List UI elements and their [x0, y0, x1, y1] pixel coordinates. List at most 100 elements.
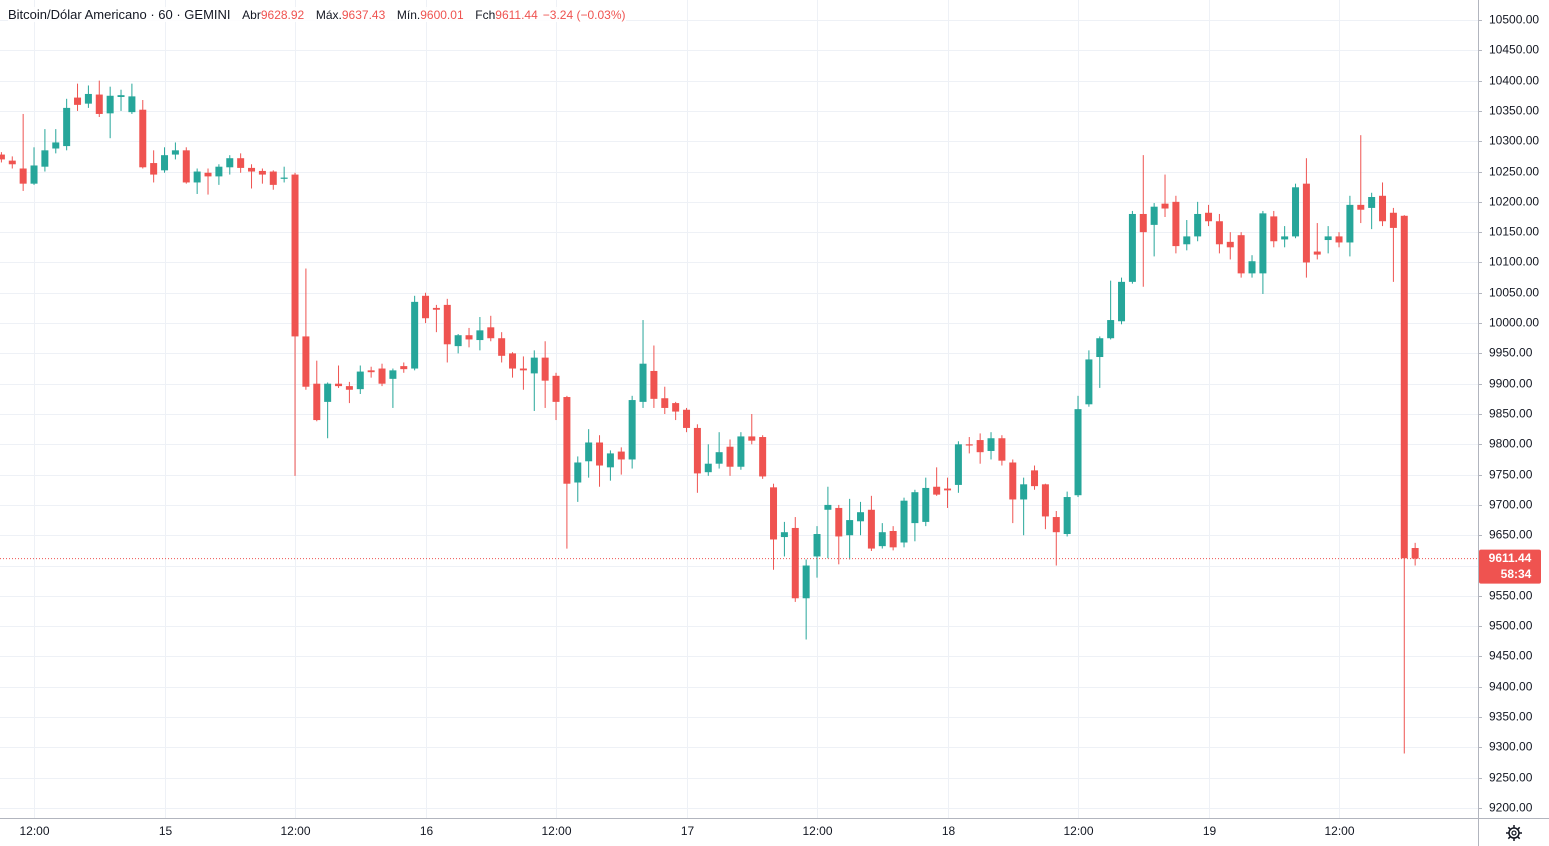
candle-body [824, 504, 832, 510]
candle-body [867, 509, 875, 549]
candle-body [1085, 359, 1093, 405]
candle-body [1313, 251, 1321, 255]
x-tick-label: 19 [1203, 824, 1217, 838]
y-tick-label: 10300.00 [1489, 134, 1539, 148]
candle-body [1107, 320, 1115, 339]
candle-body [1259, 213, 1267, 274]
candle-body [1183, 236, 1191, 245]
candle-body [432, 307, 440, 310]
last-price-label: 9611.44 [1489, 551, 1532, 565]
high-value: 9637.43 [341, 8, 386, 22]
candles [0, 80, 1419, 754]
candle-body [574, 462, 582, 483]
y-tick-label: 9800.00 [1489, 437, 1533, 451]
candle-body [1335, 236, 1343, 243]
candle-body [139, 109, 147, 168]
candle-body [1052, 517, 1060, 533]
candle-body [302, 336, 310, 387]
candle-body [606, 453, 614, 468]
candle-body [367, 370, 375, 373]
candle-body [498, 338, 506, 356]
candle-body [726, 446, 734, 467]
candle-body [1379, 195, 1387, 222]
candle-body [476, 330, 484, 341]
candle-body [1009, 462, 1017, 500]
last-price-box [1479, 549, 1541, 584]
x-tick-label: 12:00 [1324, 824, 1354, 838]
candle-body [378, 368, 386, 384]
y-tick-label: 9850.00 [1489, 407, 1533, 421]
candle-body [976, 440, 984, 453]
candle-body [1215, 221, 1223, 245]
x-tick-label: 12:00 [541, 824, 571, 838]
open-label: Abr [242, 8, 261, 22]
candle-body [748, 436, 756, 441]
candle-body [52, 142, 60, 149]
close-value: 9611.44 [495, 8, 538, 22]
candle-body [1063, 497, 1071, 535]
candle-body [835, 507, 843, 537]
x-tick-label: 17 [681, 824, 695, 838]
candle-body [1400, 215, 1408, 559]
candle-body [1128, 213, 1136, 282]
candle-body [248, 167, 256, 172]
low-value: 9600.01 [420, 8, 464, 22]
candle-body [1281, 236, 1289, 240]
y-tick-label: 9700.00 [1489, 498, 1533, 512]
candle-body [74, 97, 82, 105]
candle-body [291, 174, 299, 337]
change: −3.24 (−0.03%) [542, 8, 626, 22]
candle-body [1248, 261, 1256, 274]
gear-teeth[interactable] [1506, 825, 1522, 841]
candle-body [106, 95, 114, 114]
candle-body [519, 368, 527, 371]
candle-body [1194, 213, 1202, 237]
candle-body [715, 452, 723, 464]
candle-body [1302, 183, 1310, 263]
candle-body [335, 383, 343, 387]
candle-body [443, 304, 451, 345]
candle-body [1118, 281, 1126, 322]
y-tick-label: 9950.00 [1489, 346, 1533, 360]
y-tick-label: 9450.00 [1489, 649, 1533, 663]
candle-body [737, 436, 745, 467]
candle-body [19, 168, 27, 184]
candle-body [791, 527, 799, 599]
candle-body [258, 170, 266, 175]
y-tick-label: 10350.00 [1489, 104, 1539, 118]
candle-body [813, 534, 821, 557]
candle-body [193, 171, 201, 183]
settings-icon[interactable] [1506, 825, 1522, 841]
y-tick-label: 10500.00 [1489, 13, 1539, 27]
candle-body [1270, 216, 1278, 242]
y-tick-label: 9300.00 [1489, 740, 1533, 754]
candle-body [1139, 213, 1147, 233]
candle-body [1324, 236, 1332, 241]
candle-body [1411, 548, 1419, 559]
candle-body [280, 177, 288, 179]
candle-body [1150, 206, 1158, 225]
candle-body [878, 532, 886, 547]
candle-body [965, 444, 973, 446]
candle-body [237, 158, 245, 168]
candle-body [400, 366, 408, 370]
candle-body [933, 486, 941, 495]
candle-body [911, 492, 919, 524]
candle-body [1041, 484, 1049, 517]
candle-body [846, 520, 854, 536]
candle-body [422, 295, 430, 319]
candle-body [1096, 338, 1104, 358]
candle-body [0, 154, 5, 160]
candle-body [628, 400, 636, 460]
y-tick-label: 10050.00 [1489, 286, 1539, 300]
candle-body [1031, 470, 1039, 487]
y-tick-label: 9200.00 [1489, 801, 1533, 815]
gear-center[interactable] [1511, 830, 1517, 836]
candle-body [780, 532, 788, 538]
candle-body [585, 442, 593, 462]
candle-body [857, 512, 865, 522]
candle-body [552, 375, 560, 402]
candle-body [770, 487, 778, 540]
candle-body [324, 383, 332, 402]
candle-body [693, 427, 701, 474]
